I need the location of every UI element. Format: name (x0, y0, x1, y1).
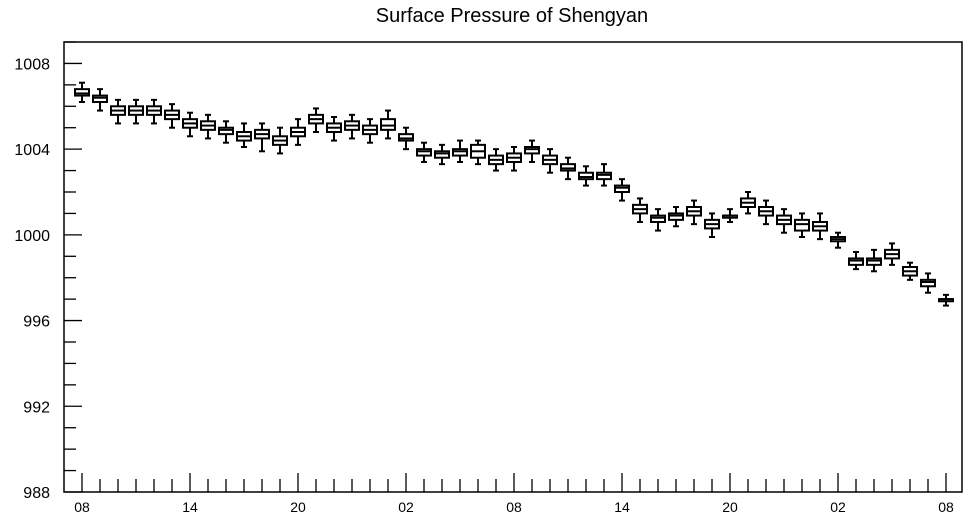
box-mark (416, 141, 432, 163)
y-tick-label: 992 (23, 399, 50, 416)
box-mark (200, 113, 216, 140)
y-tick-label: 996 (23, 314, 50, 331)
x-tick-label: 02 (398, 499, 414, 515)
box-mark (290, 118, 306, 146)
box-mark (488, 148, 504, 172)
box-mark (884, 242, 900, 266)
box-mark (308, 107, 324, 133)
box-mark (830, 231, 846, 249)
box-body (650, 214, 666, 223)
box-mark (182, 111, 198, 138)
box-mark (110, 98, 126, 125)
box-body (578, 171, 594, 181)
box-body (380, 118, 396, 131)
box-mark (938, 293, 954, 307)
box-body (218, 126, 234, 136)
box-mark (470, 139, 486, 166)
box-mark (74, 81, 90, 103)
box-body (866, 257, 882, 266)
box-mark (398, 126, 414, 151)
box-mark (326, 116, 342, 142)
box-mark (794, 212, 810, 238)
y-tick-label: 1004 (14, 142, 50, 159)
box-body (398, 133, 414, 142)
box-series (74, 81, 954, 307)
box-mark (866, 248, 882, 273)
box-mark (146, 98, 162, 125)
box-mark (596, 163, 612, 187)
x-axis: 08 14 20 02 08 14 20 02 08 (74, 473, 954, 515)
box-mark (542, 148, 558, 174)
box-body (452, 148, 468, 157)
box-body (524, 146, 540, 155)
x-tick-label: 20 (722, 499, 738, 515)
box-body (92, 94, 108, 103)
box-mark (758, 199, 774, 226)
box-mark (686, 199, 702, 226)
box-mark (524, 139, 540, 163)
x-tick-label: 08 (74, 499, 90, 515)
box-mark (434, 143, 450, 166)
box-mark (362, 118, 378, 144)
box-body (668, 212, 684, 221)
box-mark (506, 146, 522, 172)
box-mark (272, 126, 288, 155)
box-mark (740, 191, 756, 215)
box-mark (578, 165, 594, 187)
x-tick-label: 08 (938, 499, 954, 515)
box-body (848, 257, 864, 266)
y-tick-label: 1008 (14, 56, 50, 73)
box-mark (704, 212, 720, 238)
box-mark (164, 103, 180, 129)
box-mark (920, 272, 936, 294)
box-mark (452, 139, 468, 163)
x-tick-label: 14 (182, 499, 198, 515)
box-mark (812, 212, 828, 241)
box-mark (776, 208, 792, 234)
box-body (794, 218, 810, 232)
box-body (596, 171, 612, 181)
box-mark (380, 109, 396, 140)
x-tick-label: 02 (830, 499, 846, 515)
plot-area-frame (63, 41, 963, 493)
box-mark (848, 251, 864, 271)
y-tick-label: 988 (23, 485, 50, 502)
box-mark (254, 122, 270, 153)
box-body (560, 163, 576, 172)
box-mark (344, 113, 360, 140)
y-axis: 988 992 996 1000 1004 1008 (14, 41, 82, 502)
box-mark (560, 156, 576, 181)
box-mark (722, 208, 738, 223)
box-body (920, 278, 936, 288)
box-body (614, 184, 630, 193)
box-body (434, 150, 450, 159)
x-tick-label: 20 (290, 499, 306, 515)
box-body (416, 148, 432, 157)
box-mark (92, 88, 108, 112)
box-mark (650, 208, 666, 232)
y-tick-label: 1000 (14, 228, 50, 245)
box-mark (632, 197, 648, 223)
box-mark (218, 120, 234, 144)
chart-title: Surface Pressure of Shengyan (376, 5, 648, 27)
box-body (74, 88, 90, 97)
box-mark (614, 178, 630, 202)
box-mark (902, 261, 918, 281)
x-tick-label: 14 (614, 499, 630, 515)
x-tick-label: 08 (506, 499, 522, 515)
box-mark (236, 122, 252, 148)
box-mark (128, 98, 144, 125)
box-mark (668, 206, 684, 228)
